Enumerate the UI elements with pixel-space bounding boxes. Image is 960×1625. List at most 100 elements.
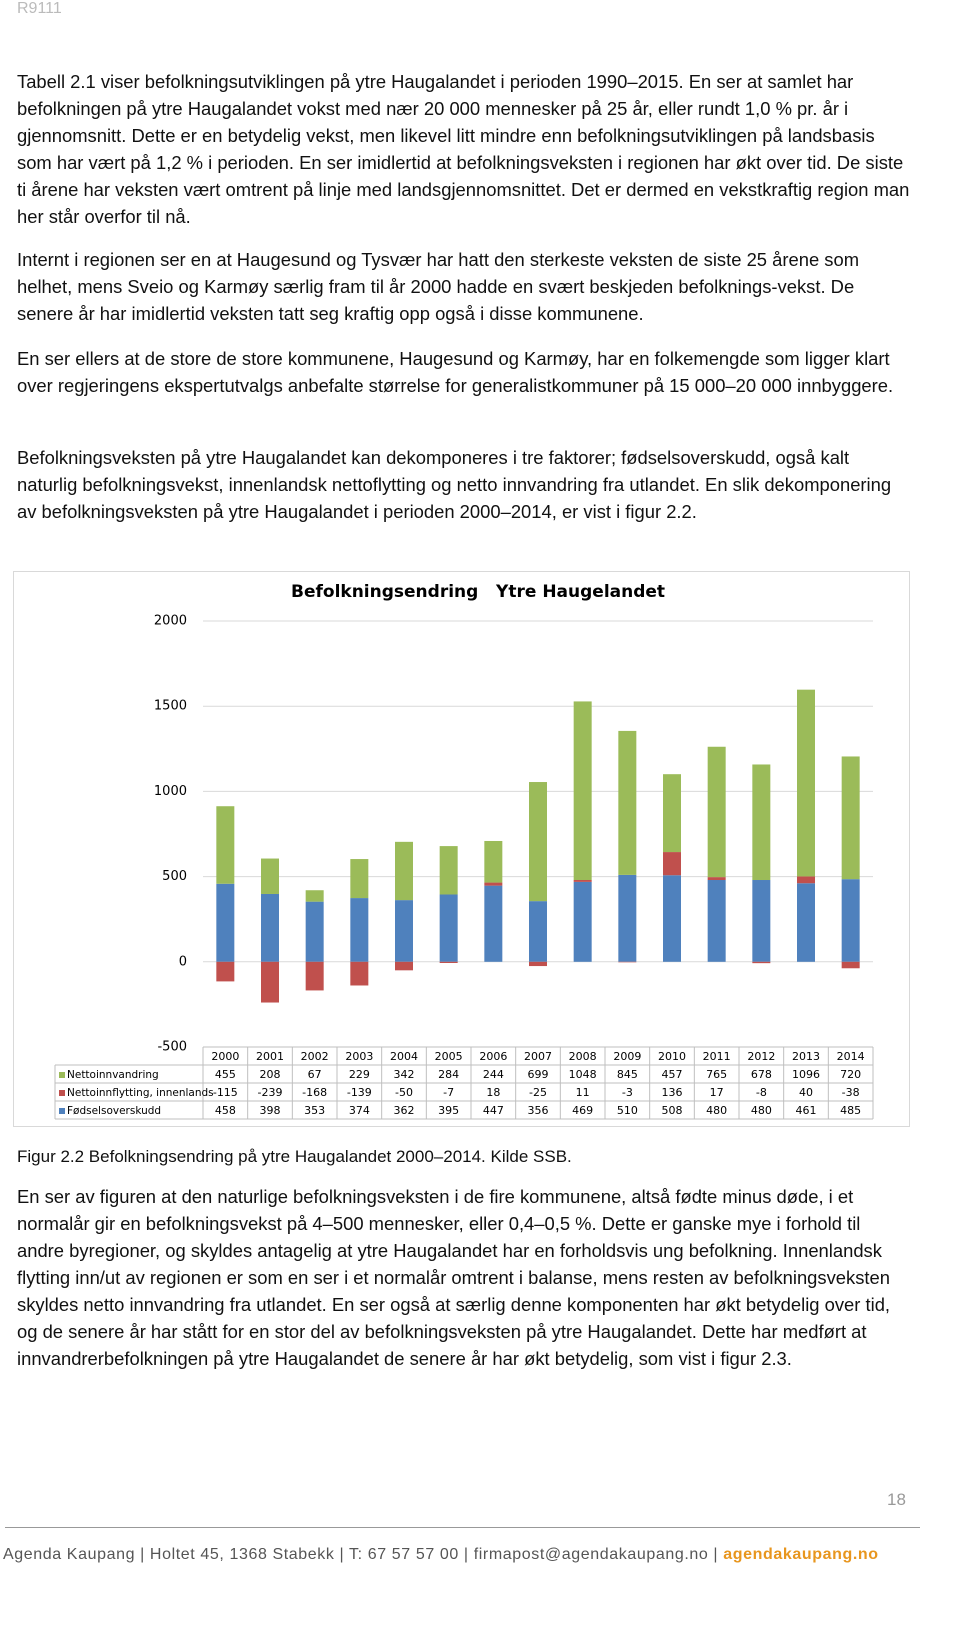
table-value: 244 [483,1068,504,1081]
table-value: -139 [347,1086,372,1099]
bar-segment [261,961,279,1003]
table-value: 284 [438,1068,459,1081]
table-value: 1096 [792,1068,820,1081]
table-value: 208 [260,1068,281,1081]
table-value: 374 [349,1104,370,1117]
footer-address: Agenda Kaupang | Holtet 45, 1368 Stabekk… [3,1546,724,1563]
paragraph: En ser ellers at de store de store kommu… [17,348,894,396]
x-tick-label: 2000 [211,1050,239,1063]
bar-segment [484,840,503,883]
footer-rule [5,1527,920,1528]
figure-caption: Figur 2.2 Befolkningsendring på ytre Hau… [17,1147,572,1166]
bar-segment [752,961,771,964]
y-tick-label: 1500 [154,699,187,714]
table-value: 356 [528,1104,549,1117]
bar-segment [707,877,726,881]
bar-segment [216,883,235,962]
bar-segment [618,874,637,962]
paragraph: En ser av figuren at den naturlige befol… [17,1186,891,1369]
bar-segment [305,890,324,902]
x-tick-label: 2007 [524,1050,552,1063]
y-tick-label: 500 [162,869,187,884]
table-value: 18 [486,1086,500,1099]
table-value: 1048 [569,1068,597,1081]
bar-segment [529,901,547,962]
paragraph: Internt i regionen ser en at Haugesund o… [17,249,860,324]
legend-label: Nettoinnflytting, innenlands [67,1087,214,1099]
bar-segment [752,880,771,962]
bar-segment [439,894,458,962]
legend-swatch [59,1108,65,1114]
bar-segment [529,961,547,967]
bar-segment [216,961,235,982]
table-value: 40 [799,1086,813,1099]
bar-segment [752,764,771,881]
table-value: 229 [349,1068,370,1081]
legend-swatch [59,1090,65,1096]
table-value: 458 [215,1104,236,1117]
table-value: -38 [842,1086,860,1099]
x-tick-label: 2003 [345,1050,373,1063]
x-tick-label: 2002 [301,1050,329,1063]
bar-segment [573,881,592,962]
bar-segment [797,689,815,877]
x-tick-label: 2014 [837,1050,865,1063]
table-value: 480 [751,1104,772,1117]
paragraph: Befolkningsveksten på ytre Haugalandet k… [17,447,892,522]
x-tick-label: 2013 [792,1050,820,1063]
table-value: 765 [706,1068,727,1081]
bar-segment [841,961,860,969]
table-value: -50 [395,1086,413,1099]
bar-segment [216,806,235,884]
bar-segment [350,859,369,899]
bar-segment [663,875,681,962]
x-tick-label: 2008 [569,1050,597,1063]
table-value: -8 [756,1086,767,1099]
table-value: 455 [215,1068,236,1081]
bar-segment [350,898,369,962]
table-value: 469 [572,1104,593,1117]
bar-segment [573,701,592,881]
y-tick-label: 2000 [154,614,187,629]
table-value: 395 [438,1104,459,1117]
legend-label: Fødselsoverskudd [67,1105,161,1117]
table-value: 845 [617,1068,638,1081]
table-value: -239 [258,1086,283,1099]
table-value: 480 [706,1104,727,1117]
table-value: 11 [576,1086,590,1099]
bar-segment [395,841,413,901]
footer-brand: agendakaupang.no [723,1546,879,1563]
x-tick-label: 2010 [658,1050,686,1063]
table-value: 342 [394,1068,415,1081]
table-value: 447 [483,1104,504,1117]
chart-title: Befolkningsendring Ytre Haugelandet [291,582,665,602]
bar-segment [707,746,726,878]
table-value: -7 [443,1086,454,1099]
bar-segment [707,880,726,962]
table-value: 398 [260,1104,281,1117]
bar-segment [395,961,413,971]
bar-segment [663,774,681,853]
legend-label: Nettoinnvandring [67,1069,159,1081]
header-code: R9111 [17,0,62,17]
table-value: -168 [302,1086,327,1099]
table-value: 699 [528,1068,549,1081]
table-value: -25 [529,1086,547,1099]
table-value: -115 [213,1086,238,1099]
bar-segment [484,885,503,962]
y-tick-label: 1000 [154,784,187,799]
bar-segment [797,876,815,884]
bar-segment [261,893,279,962]
bar-segment [797,883,815,962]
bar-segment [529,782,547,902]
x-tick-label: 2004 [390,1050,418,1063]
table-value: 678 [751,1068,772,1081]
bar-segment [663,852,681,876]
bar-segment [261,858,279,894]
x-tick-label: 2009 [613,1050,641,1063]
table-value: 720 [840,1068,861,1081]
table-value: 67 [308,1068,322,1081]
table-value: 485 [840,1104,861,1117]
table-value: 136 [662,1086,683,1099]
